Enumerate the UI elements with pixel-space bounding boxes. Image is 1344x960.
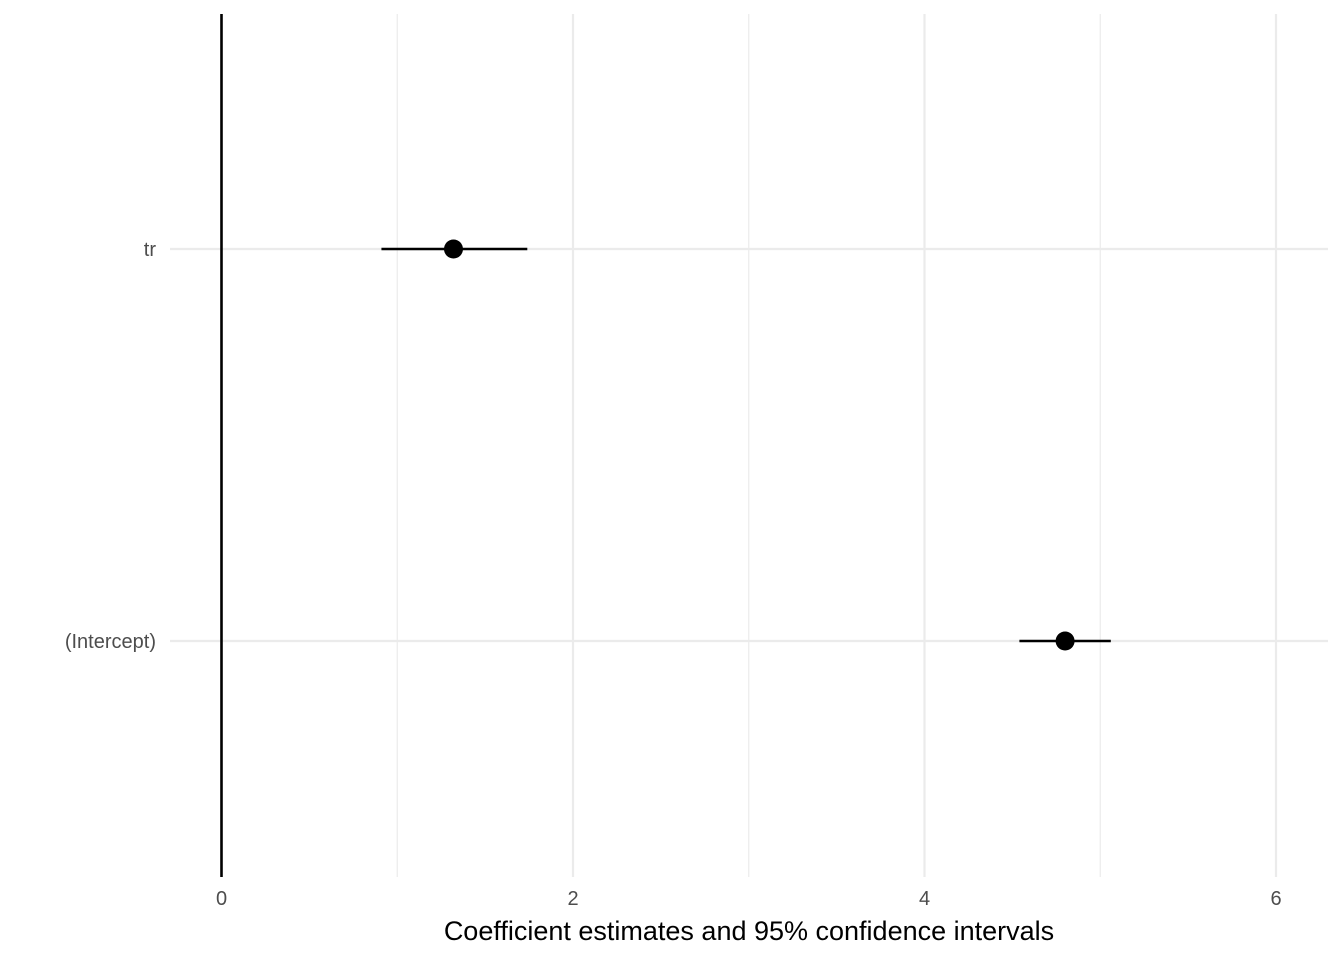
x-tick-labels: 0 2 4 6 <box>216 888 1282 910</box>
x-axis-title: Coefficient estimates and 95% confidence… <box>444 916 1054 946</box>
coefficient-marks <box>381 239 1111 651</box>
point-estimate <box>443 239 463 259</box>
grid-lines <box>170 14 1328 877</box>
y-tick-label: tr <box>144 239 157 261</box>
y-tick-labels: tr (Intercept) <box>65 239 156 653</box>
x-tick-label: 4 <box>919 888 930 910</box>
x-tick-label: 0 <box>216 888 227 910</box>
point-estimate <box>1055 631 1075 651</box>
y-tick-label: (Intercept) <box>65 631 156 653</box>
x-tick-label: 6 <box>1270 888 1281 910</box>
x-tick-label: 2 <box>567 888 578 910</box>
